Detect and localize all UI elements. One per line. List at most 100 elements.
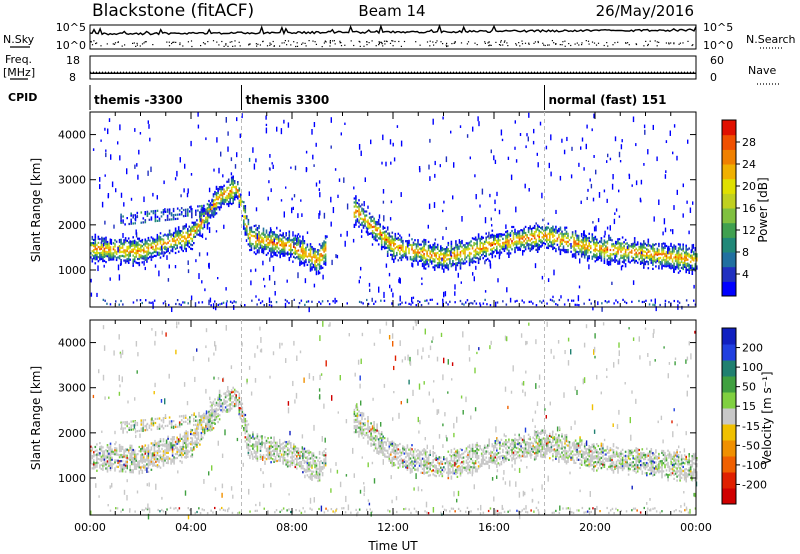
data-cell — [114, 449, 116, 452]
data-cell — [299, 257, 301, 260]
data-cell — [241, 200, 244, 203]
data-cell — [377, 223, 380, 226]
data-cell — [686, 248, 689, 251]
data-cell — [91, 250, 94, 253]
data-cell — [415, 257, 418, 260]
data-cell — [424, 263, 427, 266]
data-cell — [696, 259, 698, 262]
data-cell — [147, 460, 150, 463]
data-cell — [388, 236, 391, 239]
data-cell — [306, 231, 309, 234]
data-cell — [538, 231, 540, 234]
data-cell — [586, 251, 589, 254]
data-cell — [314, 248, 316, 251]
data-cell — [111, 462, 113, 465]
data-cell — [312, 247, 315, 250]
data-cell — [313, 164, 315, 167]
data-cell — [631, 184, 633, 187]
data-cell — [512, 238, 515, 241]
data-cell — [614, 136, 617, 142]
data-cell — [185, 430, 187, 433]
data-cell — [258, 233, 260, 236]
data-cell — [402, 254, 404, 257]
data-cell — [150, 246, 153, 249]
data-cell — [188, 442, 191, 445]
data-cell — [647, 238, 650, 241]
data-cell — [238, 402, 241, 406]
data-cell — [550, 229, 553, 232]
data-cell — [237, 183, 239, 186]
data-cell — [143, 196, 145, 203]
data-cell — [323, 240, 325, 243]
data-cell — [200, 214, 203, 217]
data-cell — [400, 236, 403, 239]
data-cell — [558, 234, 560, 237]
data-cell — [174, 231, 177, 234]
data-cell — [344, 122, 346, 125]
data-cell — [214, 213, 216, 216]
data-cell — [247, 447, 250, 450]
data-cell — [555, 248, 557, 251]
data-cell — [561, 236, 563, 239]
data-cell — [147, 257, 150, 260]
data-cell — [551, 299, 554, 302]
data-cell — [135, 245, 138, 248]
data-cell — [688, 253, 690, 256]
data-cell — [130, 469, 133, 472]
data-cell — [546, 226, 548, 229]
data-cell — [127, 257, 130, 260]
data-cell — [153, 447, 156, 451]
data-cell — [226, 394, 228, 397]
data-cell — [94, 233, 97, 236]
data-cell — [252, 437, 254, 440]
nsearch-point — [383, 40, 386, 42]
data-cell — [420, 247, 422, 250]
data-cell — [200, 222, 203, 225]
data-cell — [371, 219, 374, 222]
data-cell — [433, 254, 436, 257]
data-cell — [482, 248, 484, 252]
data-cell — [688, 267, 690, 270]
data-cell — [396, 245, 398, 249]
data-cell — [138, 466, 141, 469]
data-cell — [446, 248, 448, 251]
data-cell — [100, 447, 103, 450]
data-cell — [199, 218, 201, 221]
data-cell — [208, 416, 210, 419]
data-cell — [196, 223, 198, 226]
data-cell — [639, 244, 642, 247]
data-cell — [670, 257, 672, 260]
data-cell — [456, 253, 459, 257]
data-cell — [229, 391, 231, 394]
data-cell — [223, 408, 225, 412]
data-cell — [573, 241, 575, 244]
data-cell — [205, 417, 207, 420]
data-cell — [299, 241, 301, 248]
data-cell — [383, 241, 386, 244]
data-cell — [146, 447, 148, 450]
data-cell — [358, 209, 360, 212]
data-cell — [264, 235, 266, 238]
data-cell — [156, 253, 159, 256]
data-cell — [227, 196, 230, 199]
data-cell — [233, 194, 236, 197]
data-cell — [323, 260, 325, 263]
data-cell — [141, 447, 144, 450]
data-cell — [111, 456, 113, 459]
data-cell — [636, 249, 639, 252]
data-cell — [612, 259, 615, 262]
data-cell — [412, 243, 415, 246]
data-cell — [232, 199, 234, 203]
data-cell — [183, 431, 186, 434]
data-cell — [105, 467, 107, 470]
data-cell — [161, 252, 163, 255]
data-cell — [605, 249, 607, 252]
data-cell — [176, 213, 179, 216]
data-cell — [276, 246, 278, 249]
data-cell — [100, 455, 103, 458]
data-cell — [608, 234, 610, 237]
data-cell — [597, 250, 600, 253]
data-cell — [94, 252, 97, 255]
data-cell — [360, 150, 362, 157]
data-cell — [435, 256, 437, 259]
